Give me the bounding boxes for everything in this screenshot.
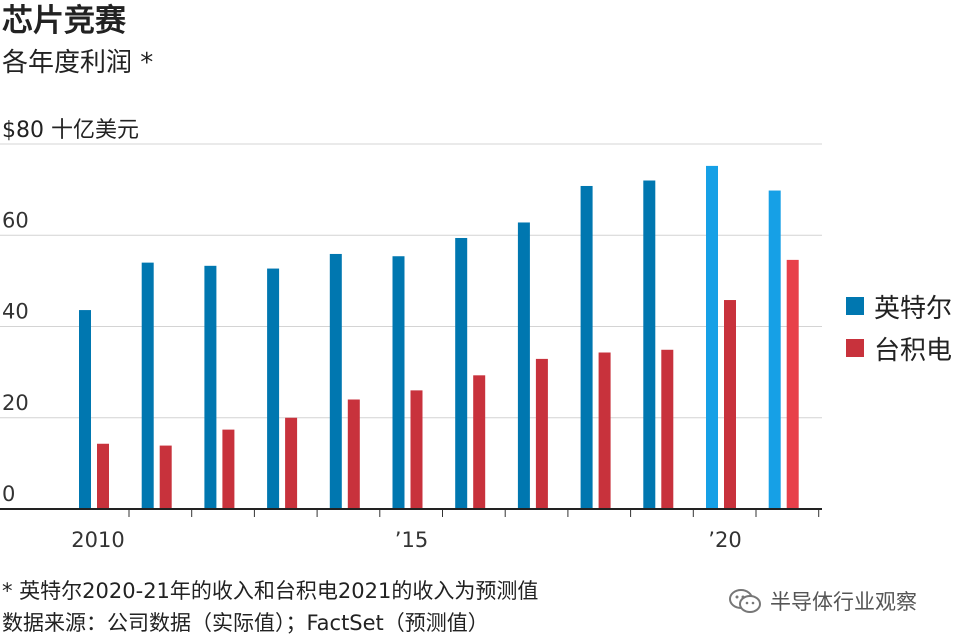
bar-tsmc-2016 — [473, 375, 486, 509]
watermark-text: 半导体行业观察 — [770, 590, 917, 614]
x-tick-label: ’15 — [395, 528, 428, 552]
bar-intel-2016 — [455, 237, 468, 510]
legend-label-tsmc: 台积电 — [874, 335, 953, 366]
bar-tsmc-2018 — [598, 352, 611, 509]
x-tick-label: 2010 — [71, 528, 124, 552]
bar-intel-2020 — [706, 165, 718, 509]
bar-intel-2017 — [517, 222, 530, 509]
y-axis-label: $80 十亿美元 — [2, 118, 139, 143]
footnote: * 英特尔2020-21年的收入和台积电2021的收入为预测值 — [2, 579, 539, 603]
legend: 英特尔 台积电 — [846, 288, 952, 372]
wechat-icon — [729, 589, 761, 613]
bar-tsmc-2020 — [724, 300, 736, 509]
bar-intel-2021 — [768, 190, 781, 509]
bar-tsmc-2013 — [285, 417, 298, 509]
legend-item-intel: 英特尔 — [846, 288, 952, 324]
y-tick-label: 0 — [2, 482, 15, 506]
bar-tsmc-2015 — [410, 390, 423, 509]
bar-tsmc-2019 — [661, 349, 674, 509]
bar-tsmc-2011 — [159, 445, 172, 509]
legend-item-tsmc: 台积电 — [846, 330, 952, 366]
source-note: 数据来源：公司数据（实际值）；FactSet（预测值） — [2, 611, 489, 635]
legend-label-intel: 英特尔 — [874, 293, 953, 324]
bar-tsmc-2010 — [97, 443, 109, 509]
bar-tsmc-2021 — [786, 259, 799, 509]
legend-swatch-intel — [846, 297, 864, 315]
x-tick-label: ’20 — [708, 528, 741, 552]
bar-intel-2010 — [79, 310, 91, 509]
y-tick-label: 20 — [2, 391, 29, 415]
bar-intel-2018 — [580, 185, 593, 509]
chart-subtitle: 各年度利润 * — [2, 48, 154, 78]
bar-intel-2011 — [141, 262, 154, 509]
chart-title: 芯片竞赛 — [2, 3, 126, 39]
bar-intel-2015 — [392, 256, 405, 509]
bar-intel-2012 — [204, 265, 217, 509]
watermark: 半导体行业观察 — [728, 586, 917, 616]
bar-intel-2013 — [267, 268, 280, 509]
bar-tsmc-2012 — [222, 429, 235, 509]
y-tick-label: 40 — [2, 300, 29, 324]
bar-tsmc-2017 — [535, 358, 548, 509]
legend-swatch-tsmc — [846, 339, 864, 357]
bar-tsmc-2014 — [347, 399, 360, 509]
y-tick-label: 60 — [2, 208, 29, 232]
bar-intel-2019 — [643, 180, 656, 509]
bar-intel-2014 — [329, 253, 342, 509]
